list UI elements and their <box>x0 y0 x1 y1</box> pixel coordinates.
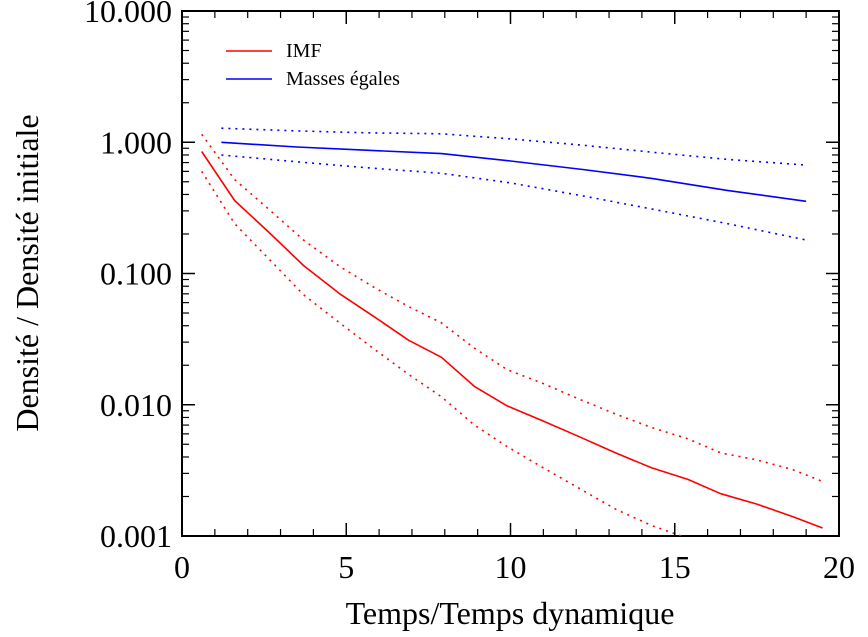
series-line-masses-egales-bound-5 <box>221 154 807 241</box>
y-axis-title: Densité / Densité initiale <box>9 114 45 431</box>
series-line-masses-gales <box>221 141 807 203</box>
series-line-imf-bound-1 <box>201 133 823 483</box>
x-axis: 0 5 10 15 20 <box>174 11 855 585</box>
x-tick-label: 0 <box>174 549 190 585</box>
y-tick-label: 1.000 <box>100 124 172 160</box>
x-tick-label: 5 <box>338 549 354 585</box>
legend-label-masses-egales: Masses égales <box>286 68 400 90</box>
x-tick-label: 20 <box>823 549 855 585</box>
x-tick-label: 10 <box>495 549 527 585</box>
x-axis-title: Temps/Temps dynamique <box>346 595 675 631</box>
series-line-masses-egales-bound-4 <box>221 127 807 166</box>
legend-label-imf: IMF <box>286 40 322 62</box>
y-tick-label: 10.000 <box>84 0 172 29</box>
series-line-imf <box>201 151 823 529</box>
y-tick-label: 0.100 <box>100 256 172 292</box>
series-line-imf-bound-2 <box>201 170 684 536</box>
series-layer <box>201 127 823 536</box>
plot-frame <box>181 10 840 537</box>
x-tick-label: 15 <box>659 549 691 585</box>
y-tick-label: 0.010 <box>100 387 172 423</box>
legend: IMF Masses égales <box>226 40 400 90</box>
y-tick-label: 0.001 <box>100 518 172 554</box>
y-axis: 0.001 0.010 0.100 1.000 10.000 <box>84 0 839 554</box>
